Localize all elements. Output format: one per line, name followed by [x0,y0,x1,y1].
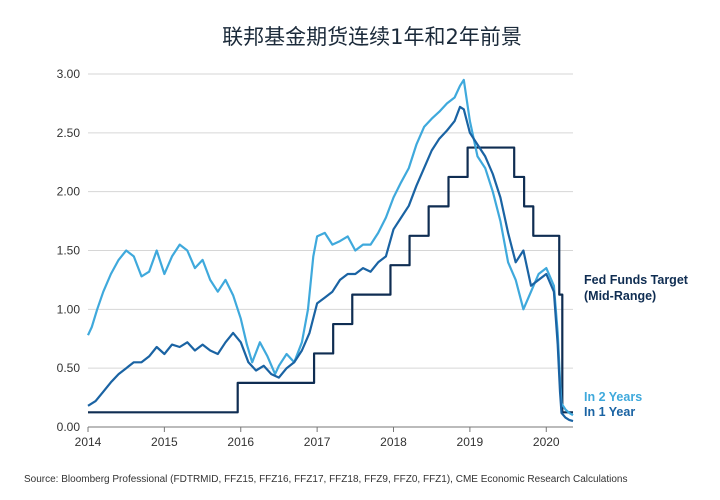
series-lines [87,78,574,423]
series-labels: Fed Funds Target (Mid-Range) In 2 YearsIn … [584,273,689,419]
gridlines [88,73,573,428]
x-tick-label: 2014 [75,435,102,449]
x-tick-label: 2020 [533,435,560,449]
y-tick-label: 2.50 [57,126,81,140]
y-tick-label: 3.00 [57,67,81,81]
x-tick-label: 2017 [304,435,331,449]
series-line-2 [87,105,574,423]
x-tick-label: 2015 [151,435,178,449]
x-tick-label: 2016 [227,435,254,449]
series-line-1 [87,78,574,417]
label-fed-funds-target: Fed Funds Target (Mid-Range) [584,273,689,303]
y-tick-label: 1.00 [57,302,81,316]
chart-title: 联邦基金期货连续1年和2年前景 [222,25,522,49]
x-tick-label: 2019 [457,435,484,449]
y-axis: 0.00 0.50 1.00 1.50 2.00 2.50 3.00 [57,67,81,434]
y-tick-label: 1.50 [57,244,81,258]
x-tick-label: 2018 [380,435,407,449]
label-fed-funds-line: (Mid-Range) [584,289,656,303]
y-tick-label: 2.00 [57,185,81,199]
source-note: Source: Bloomberg Professional (FDTRMID,… [24,474,627,485]
label-fed-funds-line: Fed Funds Target [584,273,689,287]
x-axis: 2014 2015 2016 2017 2018 2019 2020 [75,427,560,449]
y-tick-label: 0.50 [57,361,81,375]
series-line-0 [88,146,573,414]
y-tick-label: 0.00 [57,420,81,434]
label-in-2-years: In 2 Years [584,390,642,404]
label-in-1-year: In 1 Year [584,405,635,419]
